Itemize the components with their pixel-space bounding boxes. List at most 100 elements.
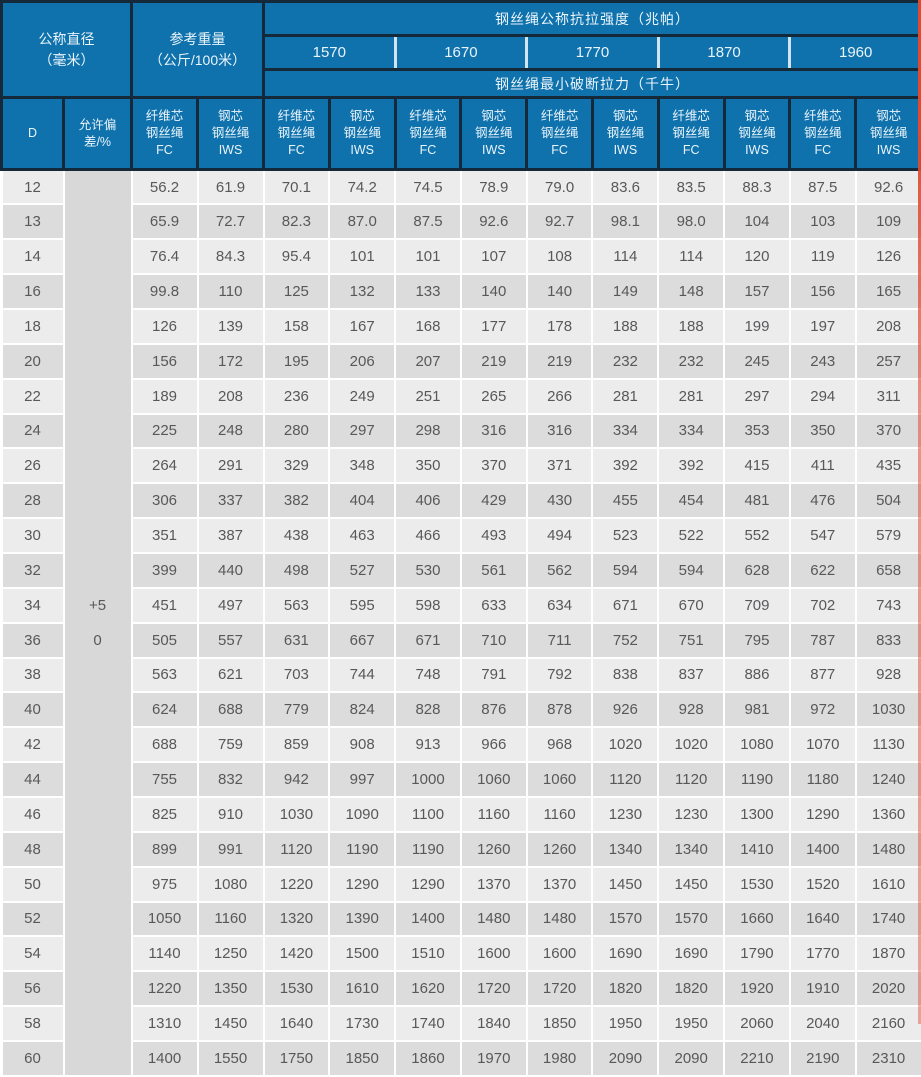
col-header-fc-1570: 纤维芯 钢丝绳 FC [264,98,330,170]
value-cell: 306 [132,483,198,518]
value-cell: 350 [395,448,461,483]
diameter-cell: 52 [2,902,64,937]
value-cell: 92.6 [461,204,527,239]
value-cell: 87.5 [790,170,856,205]
value-cell: 552 [724,518,790,553]
value-cell: 98.0 [658,204,724,239]
value-cell: 370 [461,448,527,483]
value-cell: 83.6 [592,170,658,205]
value-cell: 825 [132,797,198,832]
value-cell: 547 [790,518,856,553]
value-cell: 527 [329,553,395,588]
value-cell: 56.2 [132,170,198,205]
value-cell: 1130 [856,727,921,762]
value-cell: 353 [724,414,790,449]
value-cell: 87.5 [395,204,461,239]
value-cell: 791 [461,658,527,693]
value-cell: 1030 [264,797,330,832]
value-cell: 1290 [329,867,395,902]
strength-grade-1960: 1960 [790,36,921,70]
value-cell: 975 [132,867,198,902]
value-cell: 667 [329,623,395,658]
diameter-cell: 24 [2,414,64,449]
value-cell: 594 [658,553,724,588]
value-cell: 1300 [724,797,790,832]
value-cell: 291 [198,448,264,483]
value-cell: 1060 [527,762,593,797]
weight-header: 参考重量 （公斤/100米） [132,2,264,98]
value-cell: 671 [395,623,461,658]
value-cell: 84.3 [198,239,264,274]
value-cell: 481 [724,483,790,518]
value-cell: 759 [198,727,264,762]
value-cell: 199 [724,309,790,344]
value-cell: 104 [724,204,790,239]
value-cell: 1340 [592,832,658,867]
value-cell: 1970 [461,1041,527,1076]
value-cell: 92.7 [527,204,593,239]
value-cell: 624 [132,692,198,727]
value-cell: 1000 [395,762,461,797]
value-cell: 497 [198,588,264,623]
value-cell: 125 [264,274,330,309]
value-cell: 1260 [461,832,527,867]
value-cell: 493 [461,518,527,553]
value-cell: 972 [790,692,856,727]
value-cell: 2310 [856,1041,921,1076]
value-cell: 1530 [264,971,330,1006]
value-cell: 1030 [856,692,921,727]
strength-grade-1570: 1570 [264,36,396,70]
value-cell: 1610 [329,971,395,1006]
value-cell: 1220 [264,867,330,902]
value-cell: 1870 [856,936,921,971]
value-cell: 505 [132,623,198,658]
diameter-cell: 50 [2,867,64,902]
value-cell: 1370 [527,867,593,902]
tensile-strength-header: 钢丝绳公称抗拉强度（兆帕） [264,2,921,36]
value-cell: 392 [658,448,724,483]
value-cell: 195 [264,344,330,379]
value-cell: 406 [395,483,461,518]
diameter-cell: 46 [2,797,64,832]
value-cell: 1050 [132,902,198,937]
value-cell: 997 [329,762,395,797]
value-cell: 2090 [658,1041,724,1076]
value-cell: 297 [329,414,395,449]
value-cell: 316 [527,414,593,449]
value-cell: 1820 [658,971,724,1006]
value-cell: 114 [658,239,724,274]
value-cell: 622 [790,553,856,588]
value-cell: 463 [329,518,395,553]
value-cell: 1410 [724,832,790,867]
value-cell: 752 [592,623,658,658]
col-header-iws-1770: 钢芯 钢丝绳 IWS [592,98,658,170]
value-cell: 126 [132,309,198,344]
value-cell: 1320 [264,902,330,937]
value-cell: 219 [461,344,527,379]
diameter-cell: 30 [2,518,64,553]
value-cell: 120 [724,239,790,274]
value-cell: 206 [329,344,395,379]
value-cell: 628 [724,553,790,588]
value-cell: 832 [198,762,264,797]
col-header-iws-1570: 钢芯 钢丝绳 IWS [329,98,395,170]
diameter-cell: 40 [2,692,64,727]
value-cell: 1790 [724,936,790,971]
value-cell: 74.2 [329,170,395,205]
diameter-header: 公称直径 （毫米） [2,2,132,98]
value-cell: 351 [132,518,198,553]
value-cell: 371 [527,448,593,483]
col-header-iws-1960: 钢芯 钢丝绳 IWS [856,98,921,170]
value-cell: 140 [527,274,593,309]
value-cell: 1070 [790,727,856,762]
value-cell: 1160 [461,797,527,832]
